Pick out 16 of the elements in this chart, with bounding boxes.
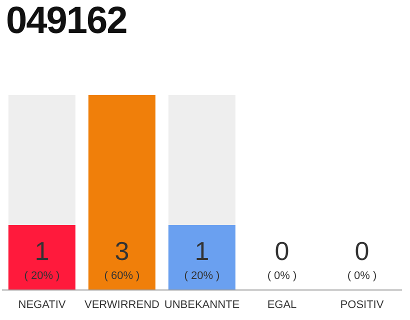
x-tick-label: NEGATIV <box>18 299 66 311</box>
x-tick-label: VERWIRREND <box>84 299 160 311</box>
data-label: ( 0% ) <box>347 270 377 282</box>
data-label: ( 20% ) <box>24 270 60 282</box>
data-label: ( 60% ) <box>104 270 140 282</box>
annotation: 1 <box>194 236 210 266</box>
annotation: 3 <box>114 236 130 266</box>
annotation: 1 <box>34 236 50 266</box>
data-label: ( 0% ) <box>267 270 297 282</box>
x-tick-label: EGAL <box>267 299 297 311</box>
x-tick-label: UNBEKANNTE <box>164 299 240 311</box>
chart-title: 049162 <box>6 0 127 43</box>
annotation: 0 <box>354 236 370 266</box>
annotation: 0 <box>274 236 290 266</box>
x-tick-label: POSITIV <box>340 299 384 311</box>
data-label: ( 20% ) <box>184 270 220 282</box>
